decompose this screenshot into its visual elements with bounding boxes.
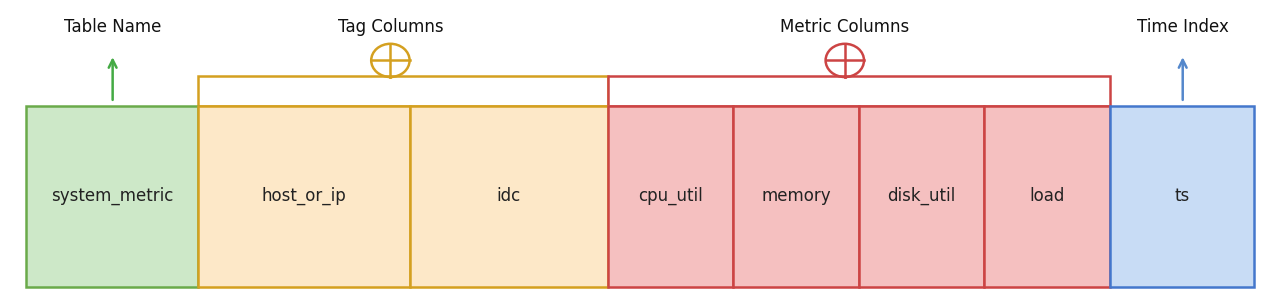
Bar [608,106,733,287]
Text: memory: memory [762,187,831,205]
Text: cpu_util: cpu_util [639,187,703,205]
Text: ts: ts [1175,187,1189,205]
Bar [410,106,608,287]
Bar [608,76,1110,106]
Text: load: load [1029,187,1065,205]
Bar [198,76,608,106]
Bar [1110,106,1254,287]
Text: host_or_ip: host_or_ip [261,187,347,205]
Text: Time Index: Time Index [1137,18,1229,36]
Bar [733,106,859,287]
Text: disk_util: disk_util [887,187,956,205]
Text: Metric Columns: Metric Columns [781,18,909,36]
Text: system_metric: system_metric [51,187,173,205]
Bar [26,106,198,287]
Text: idc: idc [497,187,521,205]
Bar [859,106,984,287]
Text: Tag Columns: Tag Columns [338,18,443,36]
Bar [984,106,1110,287]
Text: Table Name: Table Name [64,18,161,36]
Bar [198,106,410,287]
